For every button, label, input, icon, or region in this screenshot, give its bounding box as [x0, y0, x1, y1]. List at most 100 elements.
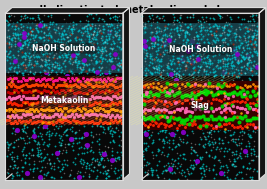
Point [189, 40, 193, 43]
Point [234, 74, 238, 77]
Point [34, 62, 38, 65]
Point [4, 98, 9, 101]
Point [156, 107, 160, 110]
Point [205, 50, 209, 53]
Point [26, 85, 30, 88]
Point [109, 119, 113, 122]
Point [180, 69, 184, 72]
Point [61, 95, 65, 98]
Point [112, 88, 116, 91]
Point [230, 112, 234, 115]
Point [151, 107, 155, 110]
Point [145, 67, 149, 70]
Point [6, 96, 11, 99]
Point [104, 48, 108, 51]
Point [145, 125, 150, 128]
Point [172, 63, 176, 66]
Point [248, 47, 252, 50]
Point [95, 124, 99, 127]
Point [232, 130, 236, 133]
Point [32, 64, 36, 67]
Point [147, 135, 151, 138]
Point [69, 27, 73, 30]
Point [47, 122, 51, 125]
Point [65, 36, 69, 39]
Point [101, 35, 105, 38]
Point [206, 155, 211, 158]
Point [6, 71, 10, 74]
Point [172, 135, 176, 138]
Point [109, 61, 113, 64]
Point [204, 151, 208, 154]
Point [13, 84, 17, 88]
Point [156, 93, 160, 96]
Point [82, 50, 86, 53]
Point [83, 33, 88, 36]
Point [189, 62, 193, 65]
Point [197, 68, 201, 71]
Point [250, 40, 254, 43]
Point [101, 159, 106, 162]
Point [41, 111, 45, 114]
Point [107, 70, 111, 73]
Point [72, 60, 77, 63]
Point [232, 46, 236, 49]
Point [39, 108, 43, 112]
Point [168, 121, 172, 124]
Point [99, 66, 103, 69]
Point [63, 118, 67, 121]
Point [178, 28, 182, 31]
Point [91, 37, 95, 40]
Point [87, 63, 91, 66]
Point [233, 32, 238, 35]
Point [187, 72, 191, 75]
Point [112, 76, 117, 79]
Point [83, 25, 87, 28]
Point [52, 38, 56, 41]
Point [223, 108, 227, 111]
Point [84, 53, 88, 56]
Point [17, 37, 22, 40]
Point [152, 110, 156, 113]
Point [247, 107, 251, 110]
Point [181, 43, 185, 46]
Point [29, 33, 33, 36]
Point [246, 65, 251, 68]
Point [11, 159, 16, 162]
Point [119, 75, 123, 78]
Point [236, 62, 240, 65]
Point [176, 73, 180, 76]
Point [19, 17, 23, 20]
Point [163, 130, 167, 133]
Point [14, 102, 18, 105]
Point [74, 103, 78, 106]
Point [29, 122, 33, 125]
Point [96, 96, 100, 99]
Point [211, 24, 215, 27]
Point [41, 53, 45, 56]
Point [197, 94, 202, 98]
Point [151, 88, 155, 91]
Point [160, 129, 164, 132]
Point [117, 157, 121, 160]
Point [87, 79, 92, 82]
Point [16, 33, 20, 36]
Point [155, 122, 159, 125]
Point [167, 34, 171, 37]
Point [78, 66, 82, 69]
Point [250, 13, 254, 16]
Point [230, 103, 234, 106]
Point [105, 23, 109, 26]
Point [79, 83, 83, 86]
Point [152, 67, 156, 70]
Point [7, 14, 11, 17]
Point [85, 151, 89, 154]
Point [248, 15, 252, 18]
Point [44, 38, 48, 41]
Point [95, 61, 100, 64]
Point [21, 94, 26, 97]
Point [230, 117, 234, 120]
Point [65, 114, 70, 117]
Point [27, 103, 31, 106]
Point [120, 153, 124, 156]
